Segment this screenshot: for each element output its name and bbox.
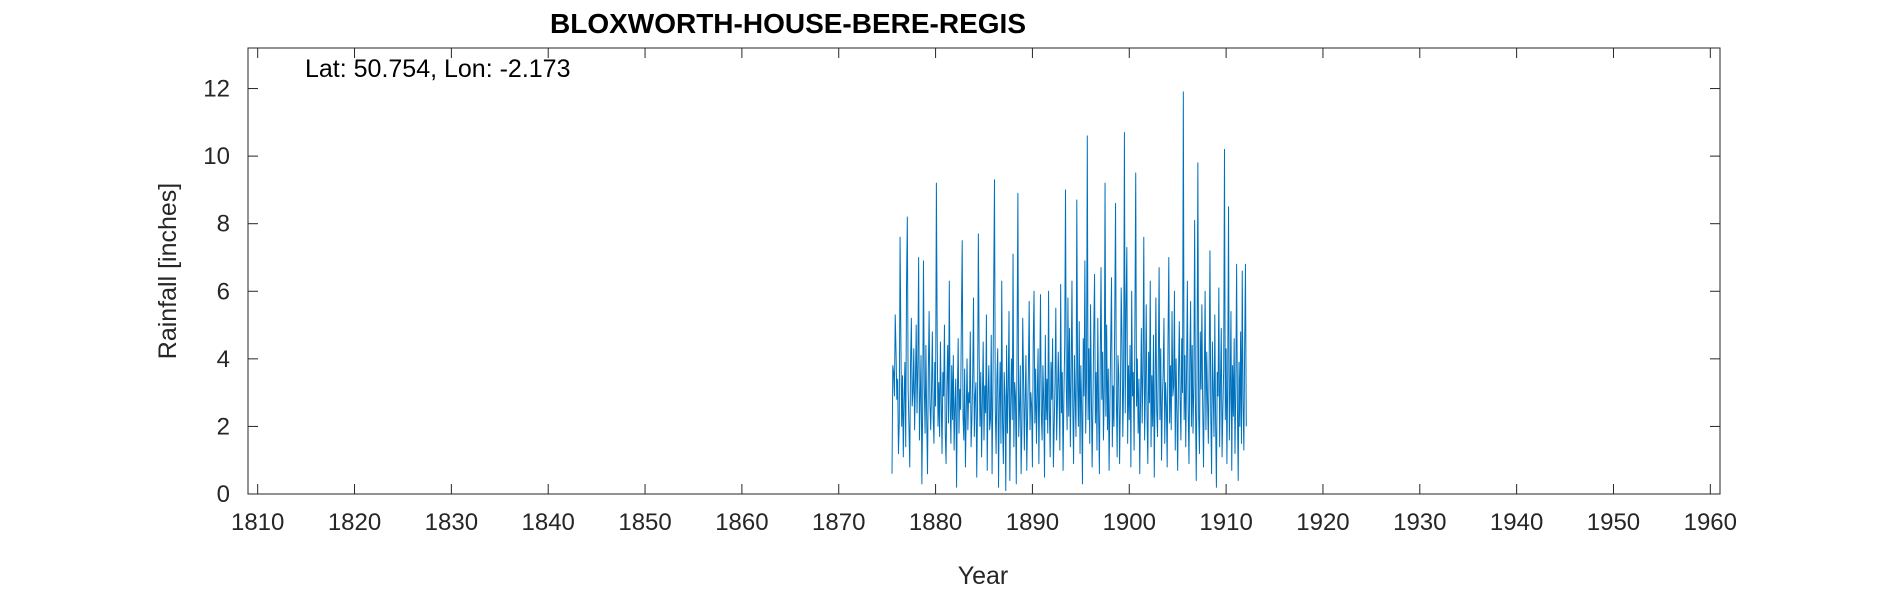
rainfall-series-line [891, 91, 1247, 492]
plot-frame [247, 47, 1721, 495]
x-tick-label: 1860 [715, 509, 768, 536]
y-axis-title: Rainfall [inches] [154, 183, 182, 359]
x-axis-title: Year [958, 562, 1009, 590]
x-tick-label: 1810 [231, 509, 284, 536]
y-tick-label: 6 [217, 278, 230, 305]
x-tick-label: 1910 [1199, 509, 1252, 536]
x-tick-label: 1940 [1490, 509, 1543, 536]
x-tick-label: 1960 [1684, 509, 1737, 536]
y-ticks: 0 2 4 6 8 10 12 [203, 76, 1720, 508]
x-tick-label: 1820 [328, 509, 381, 536]
y-tick-label: 8 [217, 211, 230, 238]
x-tick-label: 1950 [1587, 509, 1640, 536]
x-tick-label: 1870 [812, 509, 865, 536]
x-tick-label: 1900 [1103, 509, 1156, 536]
x-tick-label: 1920 [1296, 509, 1349, 536]
chart-title: BLOXWORTH-HOUSE-BERE-REGIS [550, 8, 1026, 39]
x-ticks: 1810 1820 1830 1840 1850 1860 1870 1880 1890 1900… [231, 48, 1737, 536]
x-tick-label: 1850 [618, 509, 671, 536]
y-tick-label: 10 [203, 143, 230, 170]
y-tick-label: 4 [217, 346, 230, 373]
x-tick-label: 1880 [909, 509, 962, 536]
x-tick-label: 1930 [1393, 509, 1446, 536]
y-tick-label: 12 [203, 76, 230, 103]
x-tick-label: 1890 [1006, 509, 1059, 536]
location-annotation: Lat: 50.754, Lon: -2.173 [305, 55, 571, 83]
x-tick-label: 1830 [425, 509, 478, 536]
y-tick-label: 0 [217, 481, 230, 508]
y-tick-label: 2 [217, 413, 230, 440]
x-tick-label: 1840 [522, 509, 575, 536]
